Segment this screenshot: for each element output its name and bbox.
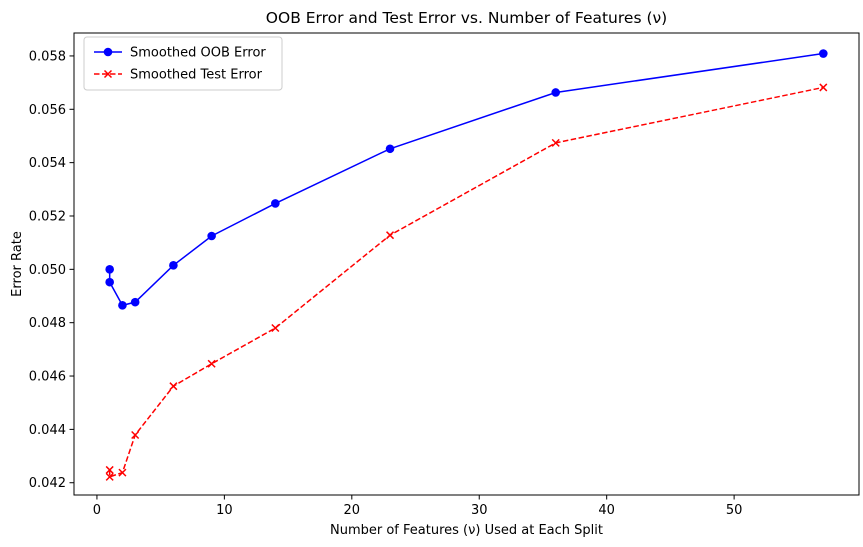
data-point: [207, 359, 216, 368]
data-point: [551, 138, 560, 147]
plot-area: [73, 32, 860, 496]
series-line-0: [108, 52, 824, 307]
data-point: [105, 465, 114, 474]
series-line-1: [108, 86, 824, 478]
y-tick-label: 0.052: [29, 209, 66, 224]
y-tick-label: 0.050: [29, 263, 66, 278]
data-point: [819, 83, 828, 92]
y-tick-label: 0.044: [29, 423, 66, 438]
x-tick-label: 10: [216, 503, 233, 518]
legend-box: [83, 36, 283, 91]
data-point: [105, 265, 114, 274]
legend-marker-oob: [103, 47, 113, 57]
y-tick-label: 0.058: [29, 49, 66, 64]
data-point: [169, 382, 178, 391]
data-point: [551, 88, 561, 97]
chart-title: OOB Error and Test Error vs. Number of F…: [266, 9, 667, 27]
data-point: [207, 231, 216, 241]
legend-label-test: Smoothed Test Error: [130, 68, 263, 83]
data-point: [271, 199, 280, 208]
x-axis-label: Number of Features (ν) Used at Each Spli…: [330, 523, 603, 538]
plot-frame: [73, 32, 860, 496]
legend-marker-test: [103, 69, 113, 79]
x-tick-label: 40: [598, 503, 615, 518]
data-point: [131, 430, 140, 440]
x-tick-label: 30: [471, 503, 488, 518]
y-axis-ticks: 0.042 0.044 0.046 0.048 0.050 0.052 0.054 0.056…: [29, 49, 74, 491]
y-tick-label: 0.054: [29, 156, 66, 171]
series-layer: [105, 49, 828, 481]
y-axis-label: Error Rate: [10, 231, 25, 297]
y-tick-label: 0.048: [29, 316, 66, 331]
data-point: [271, 323, 280, 333]
x-axis-ticks: 0 10 20 30 40 50: [93, 495, 743, 518]
data-point: [169, 261, 178, 270]
legend-label-oob: Smoothed OOB Error: [130, 46, 266, 61]
legend: Smoothed OOB Error Smoothed Test Error: [83, 36, 283, 91]
x-tick-label: 0: [93, 503, 101, 518]
x-tick-label: 20: [344, 503, 361, 518]
x-tick-label: 50: [726, 503, 743, 518]
data-point: [386, 231, 395, 240]
data-point: [105, 472, 114, 481]
y-tick-label: 0.046: [29, 370, 66, 385]
data-point: [819, 49, 828, 58]
data-point: [385, 144, 395, 154]
data-point: [130, 297, 140, 307]
data-point: [105, 277, 114, 287]
data-point: [118, 468, 127, 477]
y-tick-label: 0.042: [29, 476, 66, 491]
data-point: [118, 301, 127, 310]
y-tick-label: 0.056: [29, 103, 66, 118]
